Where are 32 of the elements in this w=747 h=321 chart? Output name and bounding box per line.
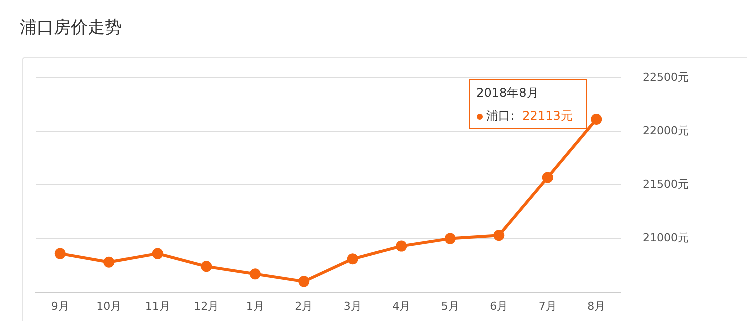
x-tick-label: 4月	[392, 300, 411, 313]
x-tick-label: 9月	[51, 300, 70, 313]
x-tick-label: 6月	[490, 300, 508, 313]
point	[396, 240, 408, 252]
x-tick-label: 2月	[295, 300, 314, 313]
x-tick-label: 5月	[441, 300, 460, 313]
x-tick-label: 7月	[538, 300, 557, 313]
data-label: 22113元	[522, 108, 573, 126]
annotation: 2018年8月	[476, 85, 540, 102]
point	[444, 233, 456, 244]
x-tick-label: 3月	[344, 300, 362, 313]
x-tick-label: 10月	[96, 300, 122, 313]
point	[298, 276, 310, 288]
x-tick-label: 12月	[194, 300, 220, 313]
point	[347, 254, 358, 265]
legend-label: 浦口:	[486, 108, 515, 126]
point	[54, 248, 66, 260]
x-tick-label: 1月	[246, 300, 264, 313]
y-tick-label: 21000元	[643, 232, 690, 245]
point	[250, 268, 261, 280]
x-tick-label: 8月	[588, 300, 606, 313]
point	[201, 261, 212, 272]
y-tick-label: 22500元	[643, 70, 690, 84]
point	[494, 230, 505, 242]
chart-title: 浦口房价走势	[20, 17, 122, 39]
y-tick-label: 21500元	[643, 178, 690, 192]
point	[542, 172, 554, 184]
x-tick-label: 11月	[145, 300, 170, 313]
point	[104, 256, 115, 268]
point	[152, 248, 164, 260]
y-tick-label: 22000元	[643, 124, 690, 138]
point	[591, 114, 602, 125]
